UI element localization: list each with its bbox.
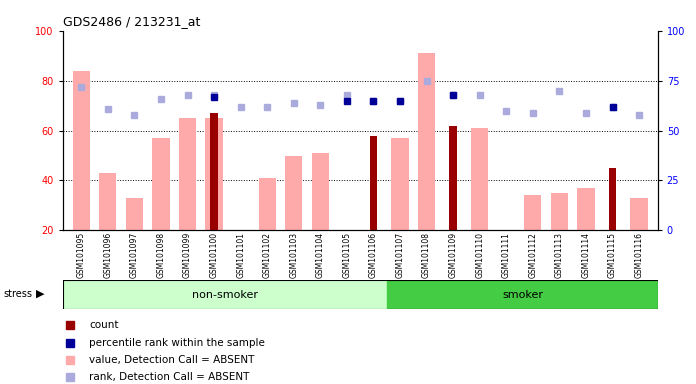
Text: stress: stress: [3, 289, 33, 299]
Text: value, Detection Call = ABSENT: value, Detection Call = ABSENT: [89, 355, 255, 365]
Bar: [471, 128, 489, 230]
Text: non-smoker: non-smoker: [192, 290, 258, 300]
Bar: [72, 71, 90, 230]
Bar: [418, 53, 435, 230]
Bar: [631, 198, 648, 230]
Text: rank, Detection Call = ABSENT: rank, Detection Call = ABSENT: [89, 372, 250, 382]
Bar: [312, 153, 329, 230]
Bar: [152, 138, 170, 230]
Text: percentile rank within the sample: percentile rank within the sample: [89, 338, 265, 348]
Bar: [259, 178, 276, 230]
Text: count: count: [89, 320, 119, 330]
Bar: [63, 280, 387, 309]
Text: ▶: ▶: [36, 289, 45, 299]
Bar: [524, 195, 541, 230]
Bar: [179, 118, 196, 230]
Bar: [450, 126, 457, 230]
Bar: [285, 156, 302, 230]
Bar: [551, 193, 568, 230]
Text: smoker: smoker: [502, 290, 543, 300]
Bar: [205, 118, 223, 230]
Bar: [210, 113, 218, 230]
Bar: [578, 188, 594, 230]
Bar: [126, 198, 143, 230]
Bar: [387, 280, 658, 309]
Bar: [370, 136, 377, 230]
Bar: [391, 138, 409, 230]
Bar: [609, 168, 616, 230]
Text: GDS2486 / 213231_at: GDS2486 / 213231_at: [63, 15, 200, 28]
Bar: [99, 173, 116, 230]
